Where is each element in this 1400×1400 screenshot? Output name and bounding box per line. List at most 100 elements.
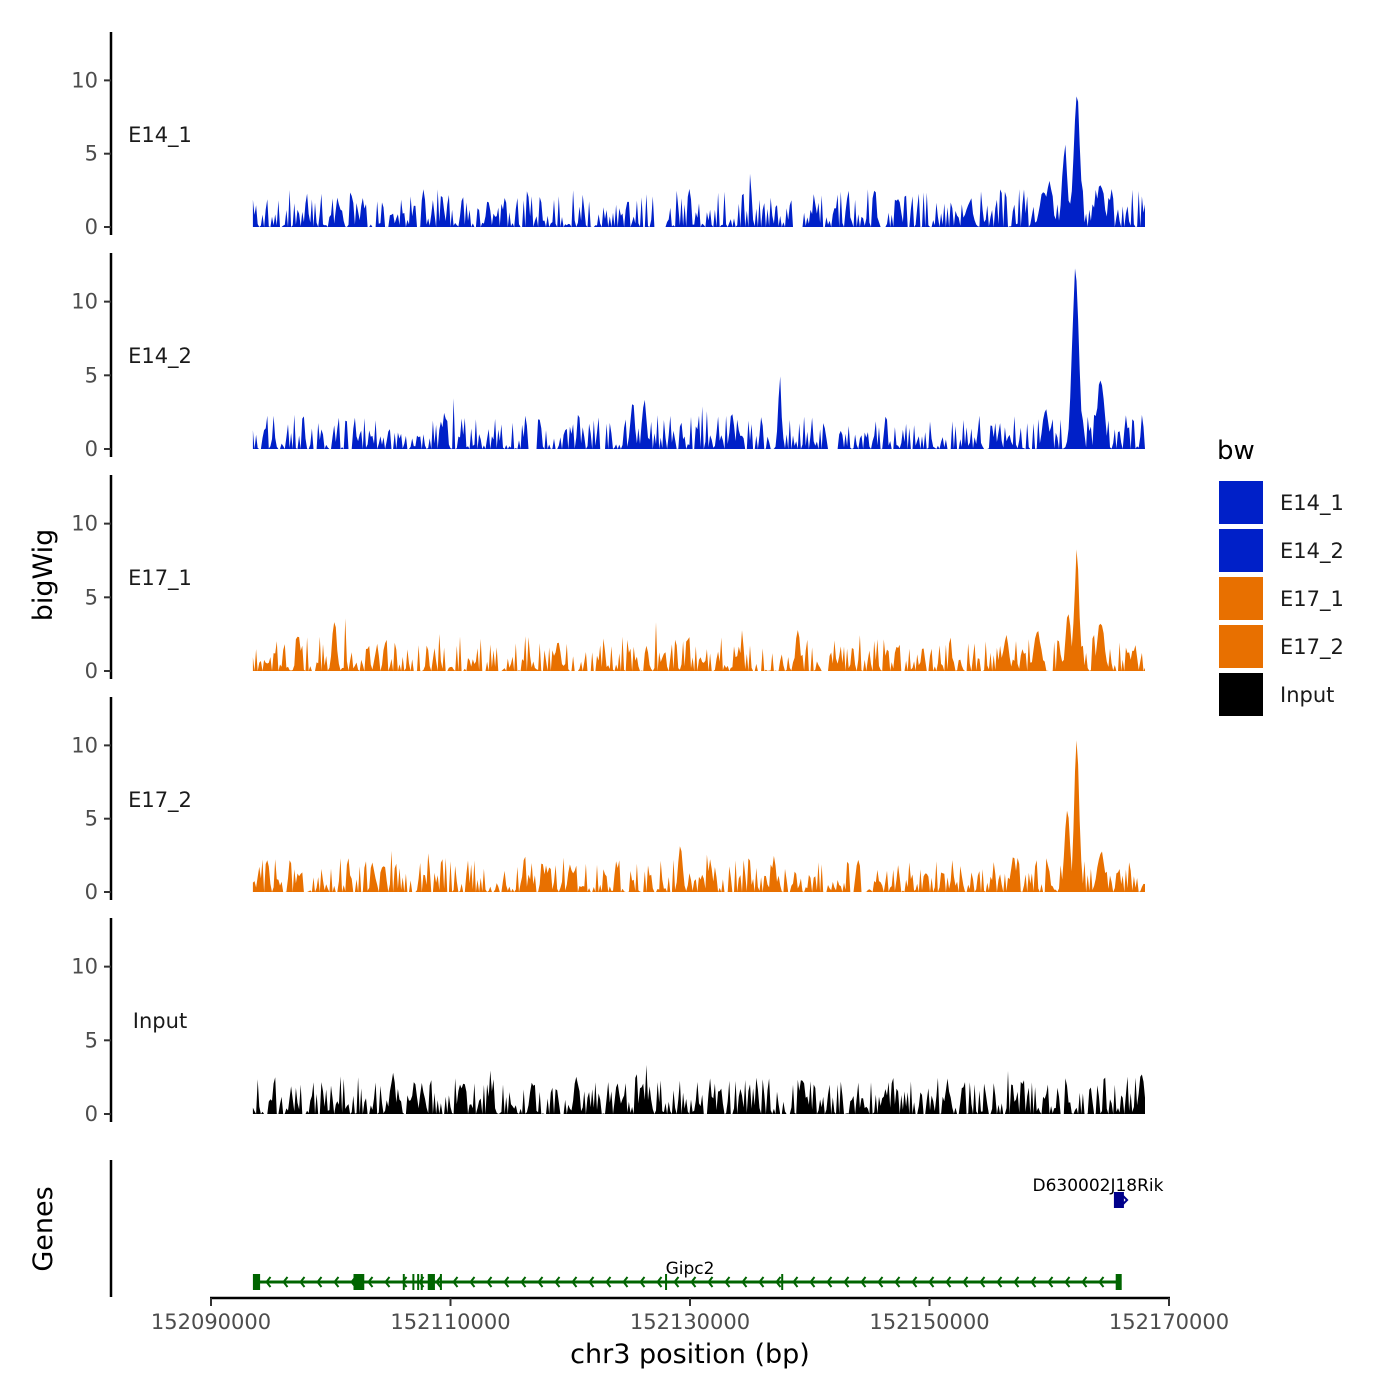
strand-arrow [605, 1276, 612, 1288]
exon-block [252, 1274, 261, 1290]
track-label: E14_2 [128, 344, 192, 369]
y-tick-label: 5 [85, 142, 98, 166]
y-tick-label: 10 [71, 68, 98, 92]
strand-arrow [741, 1276, 748, 1288]
strand-arrow [928, 1276, 935, 1288]
strand-arrow [265, 1276, 272, 1288]
x-axis-title: chr3 position (bp) [570, 1339, 810, 1370]
legend-swatch [1217, 623, 1265, 670]
strand-arrow [588, 1276, 595, 1288]
strand-arrow [724, 1276, 731, 1288]
y-tick-label: 10 [71, 290, 98, 314]
track-e17-1: 0 5 10 E17_1 [71, 475, 1145, 683]
legend-label: E14_2 [1280, 539, 1344, 564]
strand-arrow [1030, 1276, 1037, 1288]
gene-models: Gipc2 D630002J18Rik [252, 1176, 1164, 1290]
strand-arrow [469, 1276, 476, 1288]
y-tick-label: 10 [71, 955, 98, 979]
legend-item-input: Input [1217, 671, 1334, 718]
strand-arrow [656, 1276, 663, 1288]
legend-swatch [1217, 527, 1265, 574]
strand-arrow [690, 1276, 697, 1288]
strand-arrow [673, 1276, 680, 1288]
strand-arrow [979, 1276, 986, 1288]
y-tick-label: 5 [85, 363, 98, 387]
legend-label: Input [1280, 683, 1334, 707]
strand-arrow [1081, 1276, 1088, 1288]
track-label: Input [133, 1009, 187, 1033]
strand-arrow [1047, 1276, 1054, 1288]
strand-arrow [384, 1276, 391, 1288]
track-input: 0 5 10 Input [71, 918, 1145, 1126]
strand-arrow [316, 1276, 323, 1288]
track-e14-2: 0 5 10 E14_2 [71, 253, 1145, 461]
y-tick-label: 5 [85, 807, 98, 831]
y-tick-label: 0 [85, 215, 98, 239]
legend-swatch [1217, 671, 1265, 718]
x-tick-label: 152090000 [151, 1310, 271, 1334]
y-tick-label: 5 [85, 1028, 98, 1052]
x-tick-label: 152150000 [869, 1310, 989, 1334]
coverage-area [252, 268, 1145, 449]
strand-arrow [571, 1276, 578, 1288]
legend-items: E14_1 E14_2 E17_1 E17_2 Input [1217, 479, 1344, 718]
strand-arrow [1013, 1276, 1020, 1288]
strand-arrow [622, 1276, 629, 1288]
strand-arrow [945, 1276, 952, 1288]
strand-arrow [707, 1276, 714, 1288]
y-tick-label: 0 [85, 880, 98, 904]
coverage-area [252, 1064, 1145, 1114]
strand-arrow [520, 1276, 527, 1288]
genes-panel-label: Genes [28, 1186, 59, 1271]
x-tick-label: 152170000 [1109, 1310, 1229, 1334]
strand-arrow [282, 1276, 289, 1288]
exon-block [1113, 1192, 1124, 1208]
x-tick-label: 152130000 [630, 1310, 750, 1334]
y-tick-label: 0 [85, 1102, 98, 1126]
track-e14-1: 0 5 10 E14_1 [71, 32, 1145, 239]
strand-arrow [1122, 1195, 1129, 1205]
legend-swatch [1217, 479, 1265, 526]
strand-arrow [401, 1276, 408, 1288]
gene-name-label: D630002J18Rik [1032, 1176, 1163, 1196]
track-label: E14_1 [128, 123, 192, 148]
strand-arrow [503, 1276, 510, 1288]
track-e17-2: 0 5 10 E17_2 [71, 697, 1145, 904]
strand-arrow [962, 1276, 969, 1288]
x-axis: 152090000 152110000 152130000 152150000 1521… [151, 1296, 1229, 1370]
gene-gipc2: Gipc2 [252, 1259, 1122, 1290]
legend-item-e17-2: E17_2 [1217, 623, 1344, 670]
strand-arrow [435, 1276, 442, 1288]
strand-arrow [758, 1276, 765, 1288]
exon-block [353, 1274, 365, 1290]
strand-arrow [911, 1276, 918, 1288]
y-tick-label: 5 [85, 585, 98, 609]
strand-arrow [1098, 1276, 1105, 1288]
y-tick-label: 10 [71, 512, 98, 536]
x-axis-ticks: 152090000 152110000 152130000 152150000 1521… [151, 1298, 1229, 1334]
legend: bw E14_1 E14_2 E17_1 E17_2 Input [1217, 436, 1344, 718]
gene-name-label: Gipc2 [666, 1259, 715, 1279]
legend-label: E17_2 [1280, 635, 1344, 660]
strand-arrow [843, 1276, 850, 1288]
legend-title: bw [1217, 436, 1255, 466]
legend-label: E14_1 [1280, 491, 1344, 516]
legend-item-e14-2: E14_2 [1217, 527, 1344, 574]
genes-panel: Genes Gipc2 D630002J18Rik [28, 1160, 1164, 1297]
legend-label: E17_1 [1280, 587, 1344, 612]
gene-d630002j18rik: D630002J18Rik [1032, 1176, 1164, 1208]
coverage-area [252, 740, 1145, 892]
coverage-tracks: 0 5 10 E14_1 0 5 10 E14_2 0 5 10 E17_1 0 5 10 E17_2 0 5 10… [71, 32, 1145, 1126]
strand-arrow [333, 1276, 340, 1288]
legend-item-e14-1: E14_1 [1217, 479, 1344, 526]
strand-arrow [996, 1276, 1003, 1288]
strand-arrow [809, 1276, 816, 1288]
coverage-area [252, 96, 1145, 228]
strand-arrow [486, 1276, 493, 1288]
strand-arrow [894, 1276, 901, 1288]
y-axis-title: bigWig [28, 529, 59, 622]
coverage-area [252, 549, 1145, 671]
exon-block [1115, 1274, 1122, 1290]
strand-arrow [877, 1276, 884, 1288]
